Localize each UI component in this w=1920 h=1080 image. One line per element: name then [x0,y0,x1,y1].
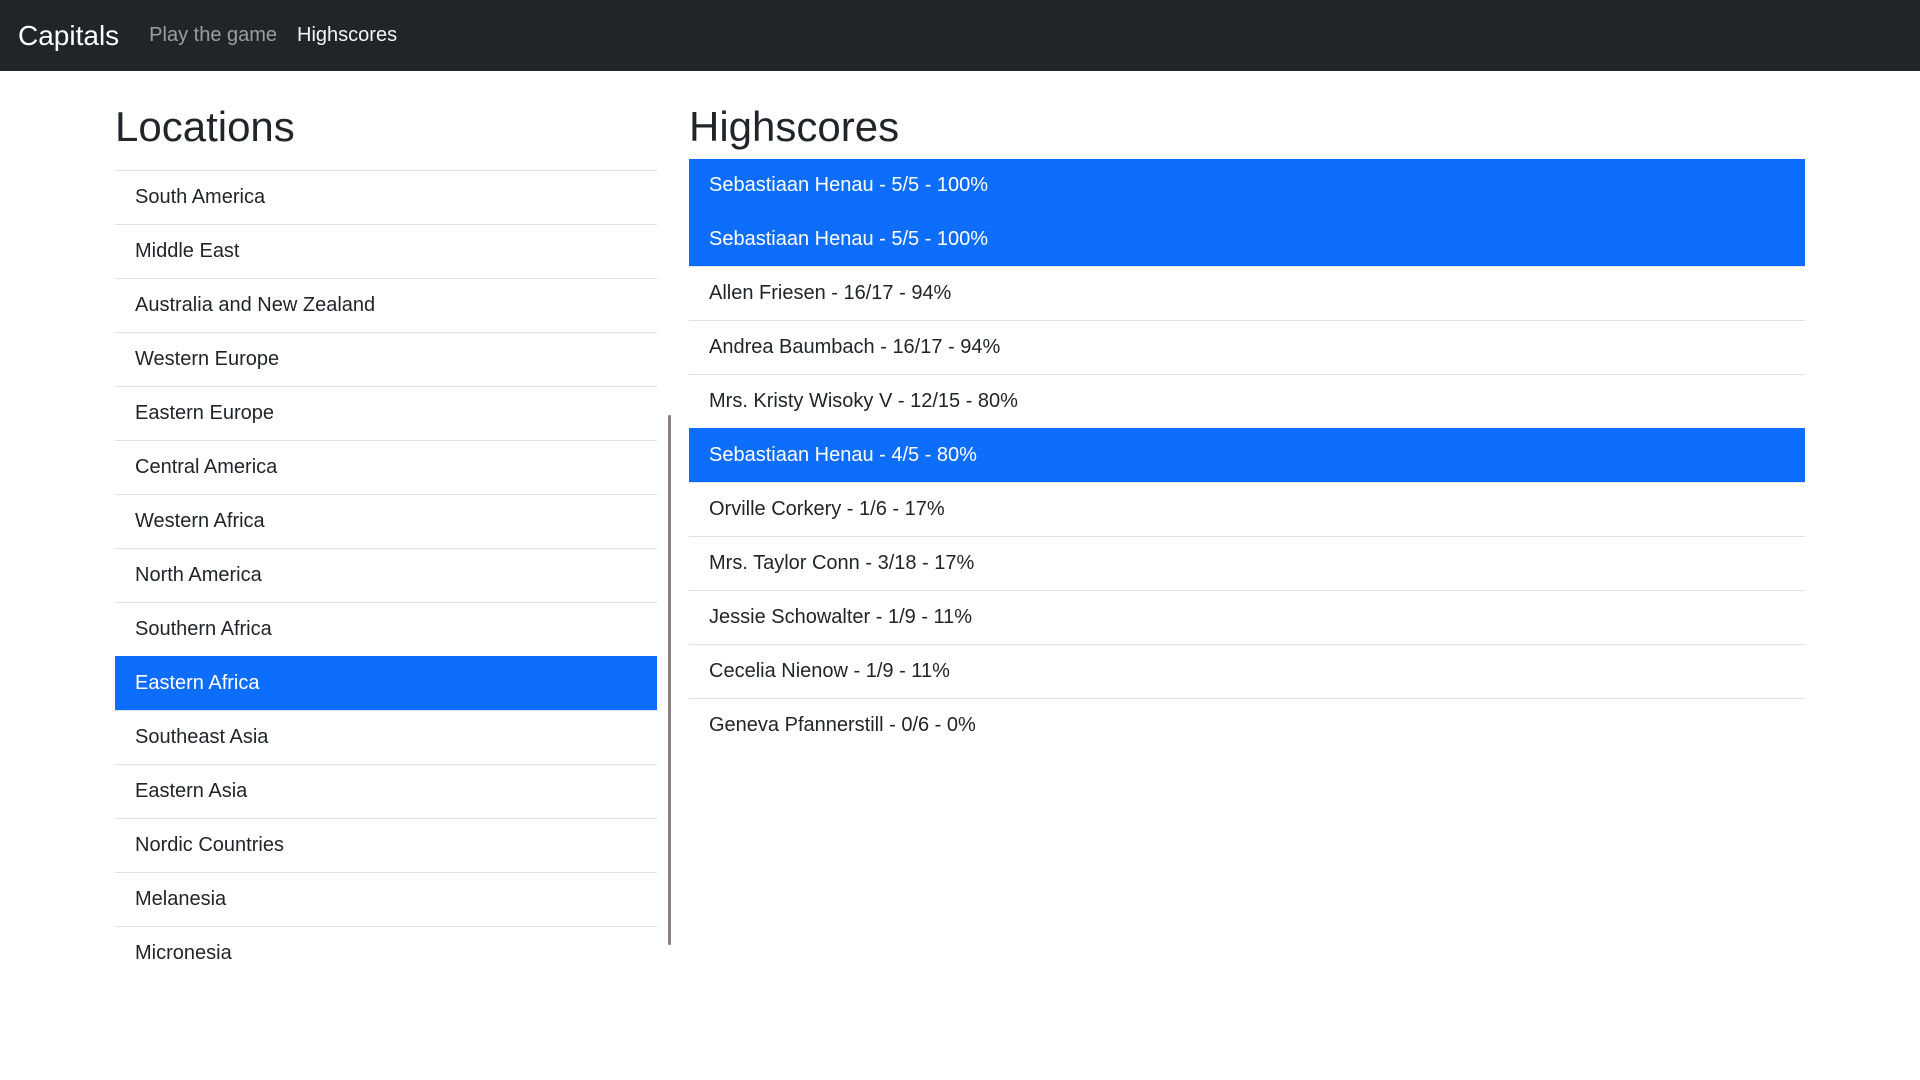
highscore-item: Mrs. Kristy Wisoky V - 12/15 - 80% [689,374,1805,428]
highscore-item: Jessie Schowalter - 1/9 - 11% [689,590,1805,644]
brand-link[interactable]: Capitals [18,19,120,51]
location-item-label: Southeast Asia [135,726,269,748]
locations-panel: Locations South America Middle East Aust… [115,103,657,980]
location-item[interactable]: Southeast Asia [115,710,657,764]
location-item-label: Melanesia [135,888,227,910]
location-item[interactable]: South America [115,170,657,224]
highscore-item-label: Allen Friesen - 16/17 - 94% [709,282,952,304]
highscore-item-label: Mrs. Taylor Conn - 3/18 - 17% [709,552,975,574]
highscore-item-label: Mrs. Kristy Wisoky V - 12/15 - 80% [709,390,1018,412]
location-item-label: North America [135,564,262,586]
highscore-item-label: Sebastiaan Henau - 4/5 - 80% [709,444,977,466]
highscore-item: Orville Corkery - 1/6 - 17% [689,482,1805,536]
highscore-item: Sebastiaan Henau - 5/5 - 100% [689,159,1805,212]
location-item-label: Micronesia [135,942,232,964]
location-item[interactable]: Eastern Europe [115,386,657,440]
location-item[interactable]: Middle East [115,224,657,278]
location-item-label: Eastern Europe [135,402,274,424]
highscore-item: Cecelia Nienow - 1/9 - 11% [689,644,1805,698]
location-item[interactable]: Central America [115,440,657,494]
location-item-label: Eastern Africa [135,672,260,694]
location-item-label: Central America [135,456,278,478]
highscore-item-label: Jessie Schowalter - 1/9 - 11% [709,606,973,628]
highscore-item-label: Sebastiaan Henau - 5/5 - 100% [709,174,989,196]
location-item-label: Western Africa [135,510,265,532]
location-item[interactable]: North America [115,548,657,602]
location-item-label: South America [135,186,266,208]
highscore-item: Andrea Baumbach - 16/17 - 94% [689,320,1805,374]
location-item[interactable]: Melanesia [115,872,657,926]
location-item[interactable]: Micronesia [115,926,657,980]
highscore-item: Allen Friesen - 16/17 - 94% [689,266,1805,320]
location-item-label: Nordic Countries [135,834,284,856]
highscore-item: Geneva Pfannerstill - 0/6 - 0% [689,698,1805,752]
navbar: Capitals Play the game Highscores [0,0,1920,71]
highscore-item-label: Cecelia Nienow - 1/9 - 11% [709,660,950,682]
highscore-item-label: Andrea Baumbach - 16/17 - 94% [709,336,1001,358]
location-item[interactable]: Nordic Countries [115,818,657,872]
location-item[interactable]: Eastern Asia [115,764,657,818]
highscore-item: Sebastiaan Henau - 5/5 - 100% [689,212,1805,266]
location-item-label: Australia and New Zealand [135,294,376,316]
location-item[interactable]: Eastern Africa [115,656,657,710]
scrollbar-thumb[interactable] [668,415,671,945]
location-item-label: Southern Africa [135,618,272,640]
nav-link-play-the-game[interactable]: Play the game [149,24,278,46]
highscores-panel: Highscores Sebastiaan Henau - 5/5 - 100%… [689,103,1805,752]
location-item-label: Western Europe [135,348,280,370]
highscore-item: Mrs. Taylor Conn - 3/18 - 17% [689,536,1805,590]
highscores-title: Highscores [689,103,900,150]
highscore-item: Sebastiaan Henau - 4/5 - 80% [689,428,1805,482]
location-item[interactable]: Southern Africa [115,602,657,656]
location-item[interactable]: Western Africa [115,494,657,548]
location-item[interactable]: Australia and New Zealand [115,278,657,332]
nav-link-highscores[interactable]: Highscores [297,24,398,46]
highscores-list: Sebastiaan Henau - 5/5 - 100% Sebastiaan… [689,159,1805,752]
highscore-item-label: Sebastiaan Henau - 5/5 - 100% [709,228,989,250]
location-item[interactable]: Western Europe [115,332,657,386]
location-item-label: Eastern Asia [135,780,248,802]
highscore-item-label: Orville Corkery - 1/6 - 17% [709,498,945,520]
locations-title: Locations [115,103,295,150]
location-item-label: Middle East [135,240,240,262]
locations-list: South America Middle East Australia and … [115,170,657,980]
highscore-item-label: Geneva Pfannerstill - 0/6 - 0% [709,714,976,736]
